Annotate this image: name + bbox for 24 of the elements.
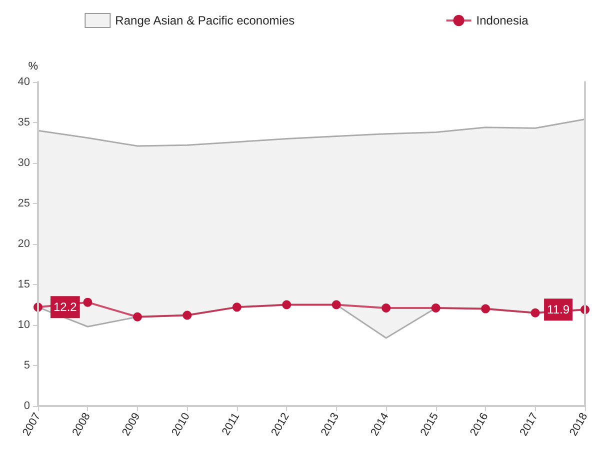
y-tick-label: 5 — [24, 360, 30, 372]
y-tick-label: 30 — [18, 157, 30, 169]
y-tick-label: 35 — [18, 116, 30, 128]
point — [382, 303, 391, 312]
point — [232, 302, 242, 312]
data-label: 12.2 — [54, 300, 78, 314]
point — [182, 310, 192, 320]
point — [530, 308, 540, 318]
point — [481, 304, 490, 314]
point — [332, 300, 341, 310]
point — [431, 303, 440, 312]
legend-label: Range Asian & Pacific economies — [115, 14, 295, 28]
data-label: 11.9 — [547, 302, 570, 317]
y-tick-label: 25 — [18, 198, 30, 210]
y-tick-label: 0 — [24, 400, 30, 412]
y-tick-label: 20 — [18, 238, 30, 250]
y-axis-title: % — [28, 60, 38, 72]
y-tick-label: 40 — [18, 76, 30, 88]
y-tick-label: 15 — [18, 278, 30, 290]
legend-label: Indonesia — [476, 14, 529, 28]
point — [132, 312, 142, 322]
point — [282, 300, 292, 310]
y-tick-label: 10 — [18, 319, 30, 331]
point — [83, 298, 92, 307]
